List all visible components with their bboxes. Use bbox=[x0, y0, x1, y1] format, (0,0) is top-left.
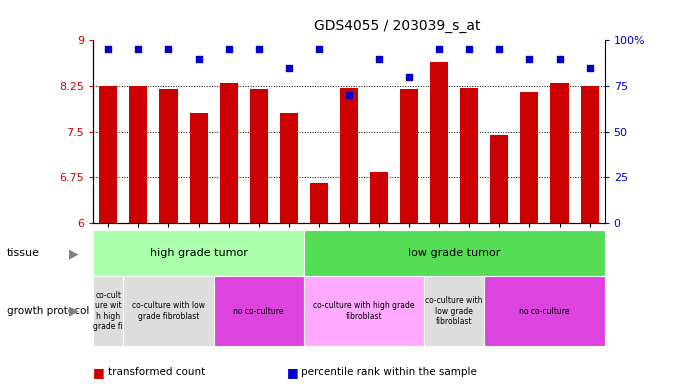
Bar bbox=[93, 276, 124, 346]
Bar bbox=[551, 83, 569, 223]
Text: co-culture with low
grade fibroblast: co-culture with low grade fibroblast bbox=[132, 301, 205, 321]
Bar bbox=[100, 86, 117, 223]
Text: low grade tumor: low grade tumor bbox=[408, 248, 500, 258]
Bar bbox=[304, 230, 605, 276]
Bar bbox=[304, 276, 424, 346]
Text: ■: ■ bbox=[287, 366, 299, 379]
Bar bbox=[93, 230, 304, 276]
Text: co-cult
ure wit
h high
grade fi: co-cult ure wit h high grade fi bbox=[93, 291, 123, 331]
Point bbox=[434, 46, 445, 53]
Point bbox=[494, 46, 505, 53]
Bar bbox=[310, 183, 328, 223]
Point bbox=[253, 46, 264, 53]
Bar bbox=[424, 276, 484, 346]
Point bbox=[313, 46, 324, 53]
Text: ▶: ▶ bbox=[69, 305, 79, 318]
Point bbox=[163, 46, 174, 53]
Point bbox=[464, 46, 475, 53]
Point bbox=[283, 65, 294, 71]
Point bbox=[193, 56, 204, 62]
Text: growth protocol: growth protocol bbox=[7, 306, 89, 316]
Bar bbox=[160, 89, 178, 223]
Bar bbox=[460, 88, 478, 223]
Text: ▶: ▶ bbox=[69, 247, 79, 260]
Bar bbox=[220, 83, 238, 223]
Point bbox=[343, 92, 354, 98]
Bar bbox=[249, 89, 267, 223]
Text: transformed count: transformed count bbox=[108, 367, 206, 377]
Text: ■: ■ bbox=[93, 366, 105, 379]
Bar bbox=[280, 113, 298, 223]
Bar bbox=[340, 88, 358, 223]
Point bbox=[133, 46, 144, 53]
Bar bbox=[491, 134, 509, 223]
Text: no co-culture: no co-culture bbox=[234, 306, 284, 316]
Bar bbox=[430, 61, 448, 223]
Point bbox=[223, 46, 234, 53]
Bar bbox=[124, 276, 214, 346]
Point bbox=[404, 74, 415, 80]
Text: no co-culture: no co-culture bbox=[519, 306, 569, 316]
Text: tissue: tissue bbox=[7, 248, 40, 258]
Bar bbox=[400, 89, 418, 223]
Point bbox=[524, 56, 535, 62]
Bar bbox=[370, 172, 388, 223]
Bar bbox=[214, 276, 304, 346]
Text: high grade tumor: high grade tumor bbox=[150, 248, 247, 258]
Point bbox=[584, 65, 595, 71]
Text: co-culture with high grade
fibroblast: co-culture with high grade fibroblast bbox=[313, 301, 415, 321]
Text: percentile rank within the sample: percentile rank within the sample bbox=[301, 367, 477, 377]
Point bbox=[554, 56, 565, 62]
Bar bbox=[129, 86, 147, 223]
Text: co-culture with
low grade
fibroblast: co-culture with low grade fibroblast bbox=[426, 296, 483, 326]
Bar bbox=[484, 276, 605, 346]
Bar bbox=[520, 92, 538, 223]
Text: GDS4055 / 203039_s_at: GDS4055 / 203039_s_at bbox=[314, 19, 481, 33]
Point bbox=[374, 56, 385, 62]
Bar bbox=[189, 113, 207, 223]
Point bbox=[103, 46, 114, 53]
Bar bbox=[580, 86, 598, 223]
